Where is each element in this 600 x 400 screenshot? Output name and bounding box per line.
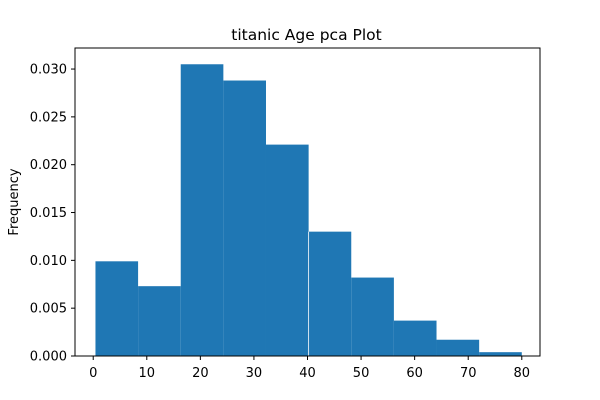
y-tick-label: 0.005	[30, 302, 67, 317]
histogram-bar	[265, 144, 309, 356]
x-tick-label: 40	[299, 366, 316, 381]
x-tick-label: 60	[406, 366, 423, 381]
x-tick-label: 80	[514, 366, 531, 381]
y-axis-ticks: 0.000 0.005 0.010 0.015 0.020 0.025 0.030	[30, 63, 75, 365]
x-tick-label: 10	[139, 366, 156, 381]
plot-frame	[74, 47, 541, 357]
x-tick-label: 70	[460, 366, 477, 381]
y-tick-label: 0.020	[30, 158, 67, 173]
histogram-bar	[393, 320, 437, 356]
y-tick-label: 0.015	[30, 206, 67, 221]
histogram-bar	[180, 64, 224, 357]
chart-title: titanic Age pca Plot	[231, 26, 381, 44]
x-tick-label: 0	[89, 366, 97, 381]
histogram-bar	[479, 352, 522, 356]
y-tick-label: 0.030	[30, 63, 67, 78]
histogram-bar	[351, 277, 394, 356]
histogram-bar	[138, 286, 181, 356]
y-tick-label: 0.025	[30, 110, 67, 125]
y-axis-label: Frequency	[7, 168, 22, 235]
x-tick-label: 50	[353, 366, 370, 381]
x-axis-ticks: 0 10 20 30 40 50 60 70 80	[89, 356, 530, 381]
histogram-bar	[95, 261, 139, 356]
histogram-bar	[436, 339, 480, 356]
bars-group	[95, 64, 522, 357]
x-tick-label: 20	[192, 366, 209, 381]
y-tick-label: 0.000	[30, 350, 67, 365]
x-tick-label: 30	[246, 366, 263, 381]
histogram-bar	[308, 231, 352, 356]
histogram-bar	[223, 80, 266, 357]
y-tick-label: 0.010	[30, 254, 67, 269]
